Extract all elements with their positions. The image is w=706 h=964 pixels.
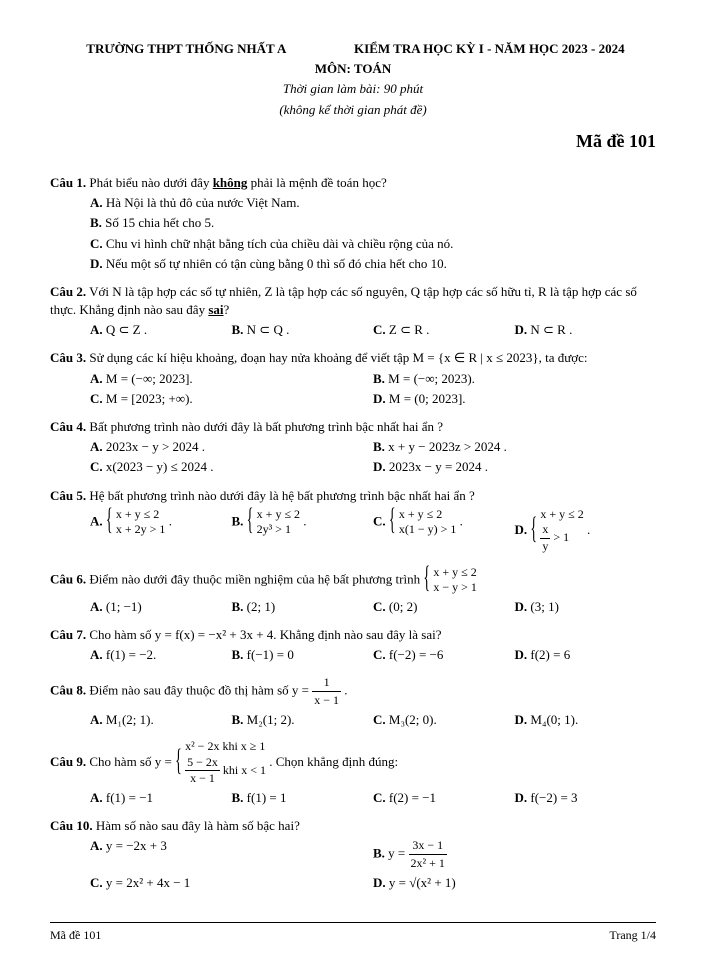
q2-a: Q ⊂ Z .: [106, 322, 147, 337]
q4-label: Câu 4.: [50, 419, 86, 434]
q3-b: M = (−∞; 2023).: [388, 371, 475, 386]
header: TRƯỜNG THPT THỐNG NHẤT A KIỂM TRA HỌC KỲ…: [50, 40, 656, 58]
q3-text: Sử dụng các kí hiệu khoảng, đoạn hay nửa…: [89, 350, 587, 365]
exam-time-note: (không kể thời gian phát đề): [50, 101, 656, 119]
question-1: Câu 1. Phát biểu nào dưới đây không phải…: [50, 174, 656, 273]
question-7: Câu 7. Cho hàm số y = f(x) = −x² + 3x + …: [50, 626, 656, 664]
q2-d: N ⊂ R .: [530, 322, 572, 337]
q2-text-post: ?: [224, 302, 230, 317]
q10-label: Câu 10.: [50, 818, 93, 833]
q9-b: f(1) = 1: [247, 790, 287, 805]
q7-text: Cho hàm số y = f(x) = −x² + 3x + 4. Khẳn…: [89, 627, 441, 642]
question-10: Câu 10. Hàm số nào sau đây là hàm số bậc…: [50, 817, 656, 892]
q9-d: f(−2) = 3: [530, 790, 577, 805]
q1-b: Số 15 chia hết cho 5.: [105, 215, 214, 230]
q8-c: M₃(2; 0).: [389, 712, 437, 727]
q8-d: M₄(0; 1).: [530, 712, 578, 727]
q1-text-pre: Phát biểu nào dưới đây: [89, 175, 212, 190]
q2-label: Câu 2.: [50, 284, 86, 299]
footer-left: Mã đề 101: [50, 927, 101, 944]
q6-a: (1; −1): [106, 599, 142, 614]
q7-c: f(−2) = −6: [389, 647, 443, 662]
q10-text: Hàm số nào sau đây là hàm số bậc hai?: [96, 818, 300, 833]
q8-b: M₂(1; 2).: [247, 712, 295, 727]
q8-text-pre: Điểm nào sau đây thuộc đồ thị hàm số y =: [89, 683, 312, 698]
question-8: Câu 8. Điểm nào sau đây thuộc đồ thị hàm…: [50, 674, 656, 729]
q10-d: y = √(x² + 1): [389, 875, 456, 890]
q10-a: y = −2x + 3: [106, 838, 167, 853]
question-4: Câu 4. Bất phương trình nào dưới đây là …: [50, 418, 656, 477]
q6-b: (2; 1): [247, 599, 276, 614]
q3-a: M = (−∞; 2023].: [106, 371, 193, 386]
footer: Mã đề 101 Trang 1/4: [50, 922, 656, 944]
footer-right: Trang 1/4: [609, 927, 656, 944]
q7-d: f(2) = 6: [530, 647, 570, 662]
question-5: Câu 5. Hệ bất phương trình nào dưới đây …: [50, 487, 656, 555]
q6-c: (0; 2): [389, 599, 418, 614]
q9-text-pre: Cho hàm số y =: [89, 754, 175, 769]
q3-label: Câu 3.: [50, 350, 86, 365]
q9-c: f(2) = −1: [389, 790, 436, 805]
question-3: Câu 3. Sử dụng các kí hiệu khoảng, đoạn …: [50, 349, 656, 408]
q4-c: x(2023 − y) ≤ 2024 .: [106, 459, 214, 474]
q9-a: f(1) = −1: [106, 790, 153, 805]
q2-b: N ⊂ Q .: [247, 322, 290, 337]
q4-d: 2023x − y = 2024 .: [389, 459, 488, 474]
exam-title: KIỂM TRA HỌC KỲ I - NĂM HỌC 2023 - 2024: [323, 40, 656, 58]
q1-label: Câu 1.: [50, 175, 86, 190]
question-2: Câu 2. Với N là tập hợp các số tự nhiên,…: [50, 283, 656, 340]
q2-text-pre: Với N là tập hợp các số tự nhiên, Z là t…: [50, 284, 637, 317]
q6-d: (3; 1): [530, 599, 559, 614]
q3-d: M = (0; 2023].: [389, 391, 466, 406]
q1-d: Nếu một số tự nhiên có tận cùng bằng 0 t…: [106, 256, 447, 271]
q7-label: Câu 7.: [50, 627, 86, 642]
q5-text: Hệ bất phương trình nào dưới đây là hệ b…: [89, 488, 474, 503]
question-6: Câu 6. Điểm nào dưới đây thuộc miền nghi…: [50, 565, 656, 616]
q4-b: x + y − 2023z > 2024 .: [388, 439, 507, 454]
q4-a: 2023x − y > 2024 .: [106, 439, 205, 454]
q2-c: Z ⊂ R .: [389, 322, 430, 337]
q7-b: f(−1) = 0: [247, 647, 294, 662]
q2-text-u: sai: [208, 302, 223, 317]
exam-code: Mã đề 101: [50, 129, 656, 154]
q1-a: Hà Nội là thủ đô của nước Việt Nam.: [106, 195, 300, 210]
q1-c: Chu vi hình chữ nhật bằng tích của chiều…: [106, 236, 453, 251]
subject: MÔN: TOÁN: [50, 60, 656, 78]
q6-text: Điểm nào dưới đây thuộc miền nghiệm của …: [89, 571, 423, 586]
q8-label: Câu 8.: [50, 683, 86, 698]
q5-label: Câu 5.: [50, 488, 86, 503]
q4-text: Bất phương trình nào dưới đây là bất phư…: [89, 419, 443, 434]
question-9: Câu 9. Cho hàm số y = x² − 2x khi x ≥ 1 …: [50, 739, 656, 807]
q1-text-u: không: [213, 175, 248, 190]
q3-c: M = [2023; +∞).: [106, 391, 193, 406]
q1-text-post: phải là mệnh đề toán học?: [247, 175, 386, 190]
exam-time: Thời gian làm bài: 90 phút: [50, 80, 656, 98]
q7-a: f(1) = −2.: [106, 647, 156, 662]
school-name: TRƯỜNG THPT THỐNG NHẤT A: [50, 40, 323, 58]
q6-label: Câu 6.: [50, 571, 86, 586]
q8-a: M₁(2; 1).: [106, 712, 154, 727]
q9-label: Câu 9.: [50, 754, 86, 769]
q10-c: y = 2x² + 4x − 1: [106, 875, 190, 890]
